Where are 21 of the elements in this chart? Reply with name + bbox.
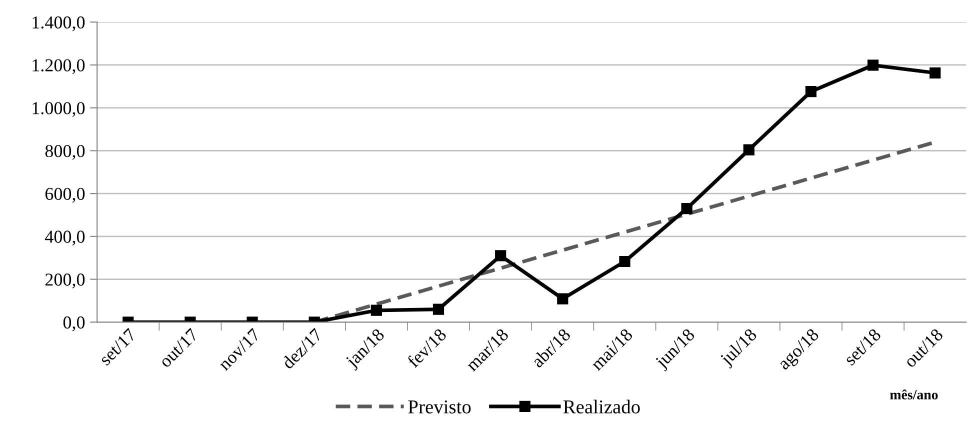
point: [867, 60, 879, 71]
point: [805, 86, 817, 98]
point: [681, 203, 692, 214]
point: [432, 304, 444, 315]
y-tick-label: 1.000,0: [32, 102, 85, 117]
y-tick-label: 1.200,0: [32, 59, 85, 74]
point: [930, 67, 941, 78]
y-tick-label: 600,0: [45, 188, 85, 203]
y-tick-label: 1.400,0: [32, 16, 85, 32]
point: [495, 250, 506, 262]
y-tick-label: 800,0: [45, 144, 85, 160]
legend-label: Previsto: [408, 400, 471, 414]
point: [619, 256, 630, 268]
x-axis-title: mês/ano: [890, 390, 938, 400]
point: [557, 293, 568, 304]
point: [743, 144, 754, 156]
legend-label: Realizado: [563, 400, 640, 414]
point: [370, 304, 382, 316]
y-tick-label: 0,0: [63, 316, 85, 332]
y-tick-label: 200,0: [45, 274, 85, 288]
y-tick-label: 400,0: [45, 230, 85, 246]
